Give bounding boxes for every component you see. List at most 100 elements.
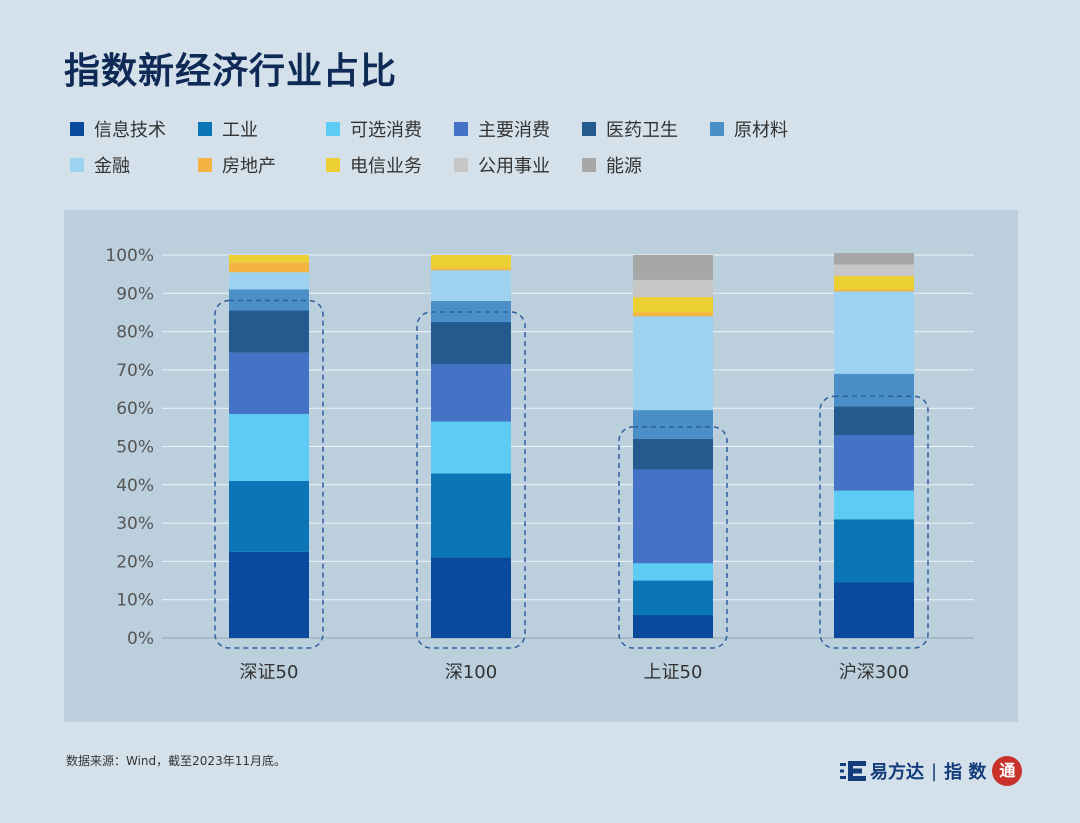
highlight-outline xyxy=(416,311,526,649)
bar-segment xyxy=(633,279,713,298)
bar-segment xyxy=(633,410,713,439)
bar-segment xyxy=(229,255,309,263)
bar-segment xyxy=(633,312,713,317)
bar-segment xyxy=(431,270,511,301)
x-tick-label: 沪深300 xyxy=(839,662,909,683)
highlight-outline xyxy=(214,299,324,649)
bar-segment xyxy=(834,435,914,491)
bar-segment xyxy=(229,272,309,290)
brand-product: 指 数 xyxy=(944,762,987,783)
legend-label: 工业 xyxy=(222,120,258,141)
bar-segment xyxy=(633,580,713,616)
stacked-bar-chart: 0% 10% 20% 30% 40% 50% 60% 70% 80% 90% 100% 深证50 深10… xyxy=(105,246,974,683)
legend-swatch xyxy=(70,158,84,172)
bar-segment xyxy=(431,421,511,474)
bar-segment xyxy=(229,480,309,552)
bar-segment xyxy=(431,255,511,269)
legend-item: 房地产 xyxy=(198,152,276,178)
y-tick-label: 70% xyxy=(116,361,154,381)
page-title: 指数新经济行业占比 xyxy=(64,51,398,92)
legend-swatch xyxy=(198,122,212,136)
bar-segment xyxy=(834,291,914,374)
bar-segment xyxy=(229,310,309,353)
y-tick-label: 20% xyxy=(116,552,154,572)
bar-segment xyxy=(633,615,713,638)
highlight-outline xyxy=(618,426,728,649)
legend-label: 公用事业 xyxy=(478,156,550,177)
legend-label: 能源 xyxy=(606,156,642,177)
bar-segment xyxy=(431,473,511,558)
bar-segment xyxy=(431,322,511,365)
legend-label: 医药卫生 xyxy=(606,120,678,141)
bar-segment xyxy=(431,268,511,271)
bar-segment xyxy=(834,519,914,583)
y-tick-label: 50% xyxy=(116,438,154,458)
bar-segment xyxy=(834,406,914,436)
source-note: 数据来源：Wind，截至2023年11月底。 xyxy=(66,754,286,768)
legend-swatch xyxy=(198,158,212,172)
legend-swatch xyxy=(326,158,340,172)
bar-segment xyxy=(834,276,914,290)
brand-separator: | xyxy=(931,760,938,782)
bar-segment xyxy=(633,563,713,581)
brand-seal: 通 xyxy=(992,756,1023,786)
bar-segment xyxy=(229,352,309,414)
x-tick-label: 上证50 xyxy=(644,662,703,683)
legend-swatch xyxy=(70,122,84,136)
y-tick-label: 100% xyxy=(105,246,154,266)
legend-item: 工业 xyxy=(198,116,258,142)
legend-label: 电信业务 xyxy=(350,156,422,177)
bar-segment xyxy=(834,289,914,292)
highlight-outline xyxy=(819,395,929,649)
bar-segment xyxy=(633,316,713,411)
y-tick-label: 40% xyxy=(116,476,154,496)
x-tick-label: 深证50 xyxy=(240,662,299,683)
bar-segment xyxy=(431,557,511,638)
legend-item: 电信业务 xyxy=(326,152,422,178)
legend-item: 主要消费 xyxy=(454,116,550,142)
bar-segment xyxy=(834,582,914,638)
bar-segment xyxy=(633,469,713,564)
y-tick-label: 10% xyxy=(116,591,154,611)
legend-swatch xyxy=(454,122,468,136)
legend-item: 可选消费 xyxy=(326,116,422,142)
bar-segment xyxy=(633,255,713,280)
legend-item: 信息技术 xyxy=(70,116,166,142)
brand-e-icon xyxy=(840,761,866,781)
bar-segment xyxy=(633,297,713,313)
legend-swatch xyxy=(710,122,724,136)
legend-item: 原材料 xyxy=(710,116,788,142)
bar-segment xyxy=(834,264,914,277)
bar-segment xyxy=(229,413,309,481)
legend-item: 能源 xyxy=(582,152,642,178)
legend-label: 主要消费 xyxy=(478,120,550,141)
legend-label: 信息技术 xyxy=(94,120,166,141)
bar-segment xyxy=(834,253,914,265)
bar-segment xyxy=(431,364,511,422)
y-tick-label: 60% xyxy=(116,399,154,419)
legend-label: 可选消费 xyxy=(350,120,422,141)
legend-item: 金融 xyxy=(70,152,130,178)
legend-item: 公用事业 xyxy=(454,152,550,178)
bar-segment xyxy=(834,490,914,520)
legend-swatch xyxy=(582,122,596,136)
bar-segment xyxy=(229,551,309,638)
legend-swatch xyxy=(454,158,468,172)
legend-label: 房地产 xyxy=(222,156,276,177)
bar-segment xyxy=(834,373,914,407)
legend-swatch xyxy=(582,158,596,172)
legend-label: 原材料 xyxy=(734,120,788,141)
brand-logo: 易方达 | 指 数 通 xyxy=(840,756,1023,786)
bar-segment xyxy=(229,262,309,273)
y-tick-label: 30% xyxy=(116,514,154,534)
y-tick-label: 0% xyxy=(127,629,154,649)
legend-item: 医药卫生 xyxy=(582,116,678,142)
legend-swatch xyxy=(326,122,340,136)
y-tick-label: 80% xyxy=(116,323,154,343)
brand-name: 易方达 xyxy=(870,762,924,783)
chart-panel: 0% 10% 20% 30% 40% 50% 60% 70% 80% 90% 100% 深证50 深10… xyxy=(64,210,1018,722)
legend-label: 金融 xyxy=(94,156,130,177)
bar-segment xyxy=(633,438,713,470)
y-tick-label: 90% xyxy=(116,284,154,304)
x-tick-label: 深100 xyxy=(445,662,497,683)
